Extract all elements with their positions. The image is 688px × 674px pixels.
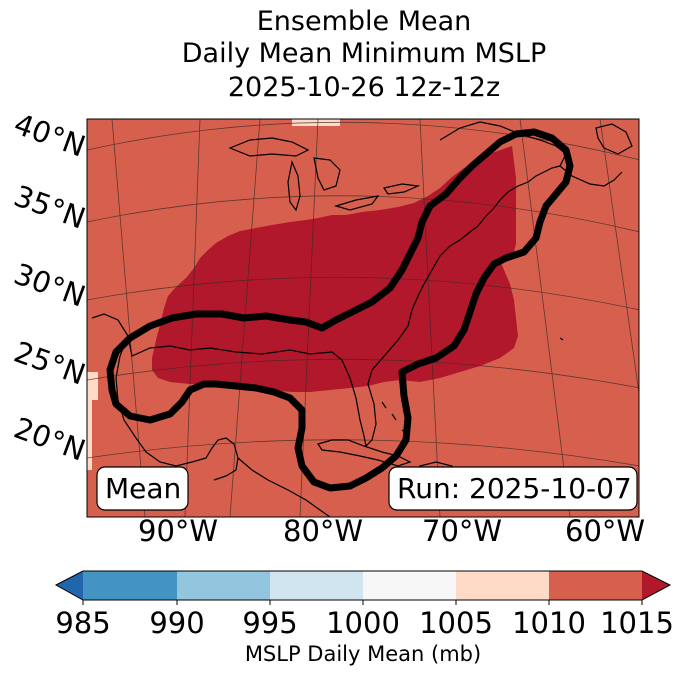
- latitude-labels: 40°N 35°N 30°N 25°N 20°N: [10, 107, 90, 468]
- newfoundland: [595, 123, 633, 155]
- lon-label-80: 80°W: [283, 514, 363, 548]
- title-line-3: 2025-10-26 12z-12z: [227, 72, 501, 103]
- run-box-label: Run: 2025-10-07: [397, 472, 632, 505]
- lon-line-65: [519, 119, 571, 517]
- lon-label-90: 90°W: [138, 514, 218, 548]
- lake-ontario: [383, 183, 421, 195]
- colorbar-over-arrow: [642, 571, 670, 600]
- lon-label-70: 70°W: [422, 514, 502, 548]
- lat-line-35: [87, 195, 639, 233]
- central-america-coastline: [237, 457, 331, 517]
- graticule: [87, 119, 639, 517]
- lon-line-80: [299, 119, 319, 517]
- colorbar-bin-1005-1010: [456, 571, 549, 600]
- us-coastline: [91, 165, 561, 448]
- colorbar-bin-990-995: [177, 571, 270, 600]
- lat-label-30: 30°N: [10, 257, 90, 314]
- colorbar-under-arrow: [56, 571, 83, 600]
- longitude-labels: 90°W 80°W 70°W 60°W: [138, 514, 645, 548]
- mean-box: Mean: [96, 466, 189, 511]
- colorbar-tick-1010: 1010: [512, 606, 586, 640]
- high-pressure-strip: [87, 372, 98, 470]
- bermuda: [559, 337, 564, 341]
- run-box: Run: 2025-10-07: [388, 466, 638, 511]
- lat-label-25: 25°N: [10, 335, 90, 392]
- lat-line-25: [87, 358, 639, 389]
- lat-line-30: [87, 276, 639, 311]
- map-panel: [87, 119, 639, 517]
- lat-label-40: 40°N: [10, 107, 90, 164]
- colorbar-tick-985: 985: [55, 606, 110, 640]
- map-frame: [86, 118, 640, 518]
- lake-superior: [228, 137, 310, 157]
- mean-box-label: Mean: [105, 472, 181, 505]
- colorbar-bin-985-990: [83, 571, 177, 600]
- colorbar-tick-995: 995: [242, 606, 297, 640]
- lon-line-70: [419, 119, 441, 517]
- title-line-2: Daily Mean Minimum MSLP: [181, 38, 547, 69]
- colorbar-tick-1000: 1000: [326, 606, 400, 640]
- colorbar-bin-1000-1005: [363, 571, 456, 600]
- colorbar-label: MSLP Daily Mean (mb): [245, 642, 481, 666]
- colorbar-tick-1005: 1005: [419, 606, 493, 640]
- colorbar-bin-995-1000: [270, 571, 363, 600]
- lat-label-35: 35°N: [10, 179, 90, 236]
- lon-line-95: [111, 119, 146, 517]
- lat-label-20: 20°N: [10, 411, 90, 468]
- lake-michigan: [287, 159, 301, 212]
- coastlines: [91, 121, 633, 517]
- mean-contour: [106, 128, 574, 492]
- colorbar: 985 990 995 1000 1005 1010 1015 MSLP Dai…: [54, 570, 674, 666]
- colorbar-tick-990: 990: [149, 606, 204, 640]
- colorbar-bin-1010-1015: [549, 571, 642, 600]
- lon-label-60: 60°W: [565, 514, 645, 548]
- lake-erie: [333, 195, 380, 211]
- lon-line-60: [599, 119, 639, 396]
- lake-huron: [313, 157, 341, 191]
- colorbar-tick-1015: 1015: [600, 606, 674, 640]
- title-line-1: Ensemble Mean: [256, 6, 472, 37]
- cuba-coastline: [317, 439, 412, 467]
